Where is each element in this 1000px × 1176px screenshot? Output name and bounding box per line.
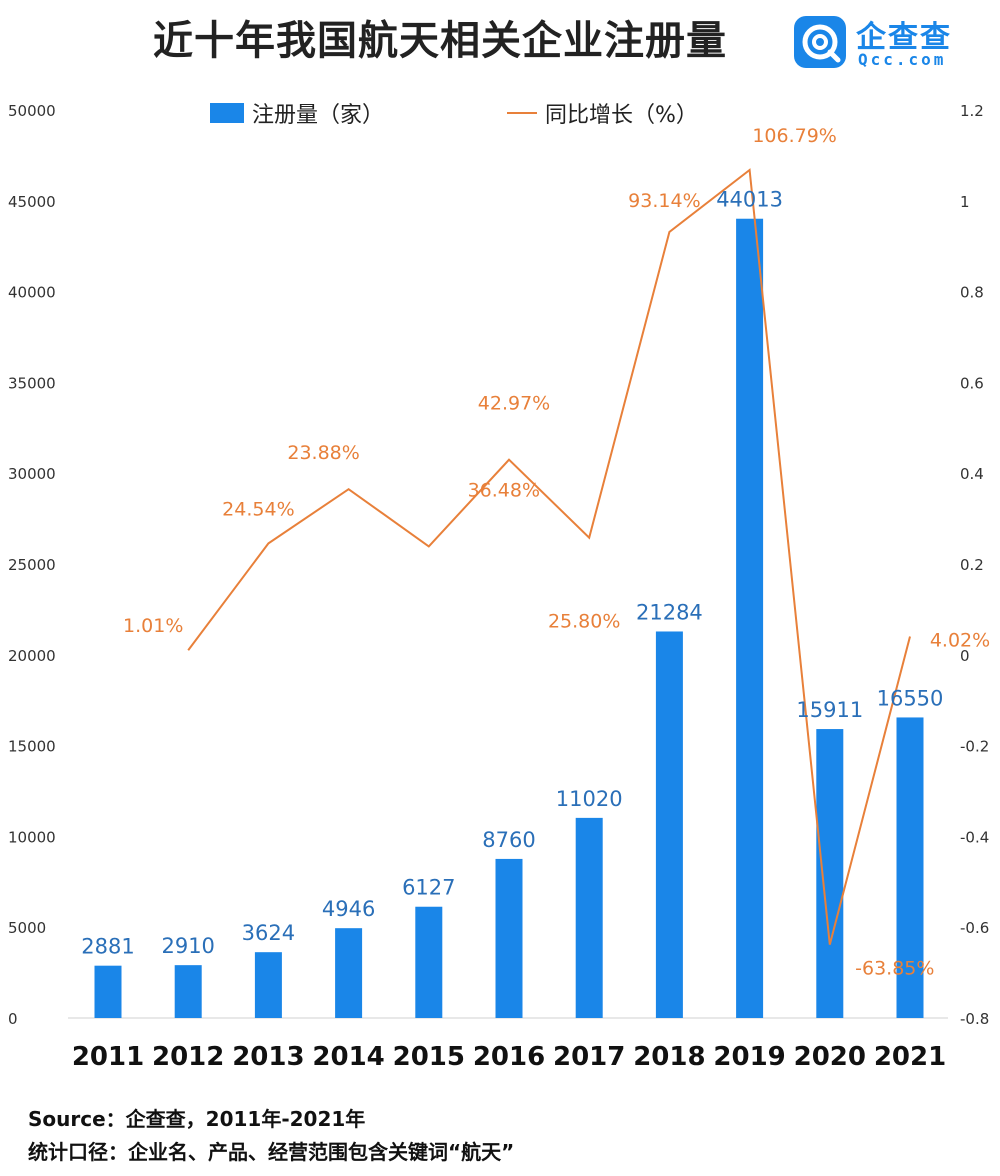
left-axis: 0 5000 10000 15000 20000 25000 30000 35000 40000… <box>8 102 56 1028</box>
x-tick-label: 2021 <box>874 1042 946 1072</box>
bar-value-label: 44013 <box>716 188 783 212</box>
growth-value-label: 23.88% <box>287 442 359 464</box>
x-tick-label: 2019 <box>713 1042 785 1072</box>
combo-chart: 注册量（家） 同比增长（%） 0 5000 10000 15000 20000 25000… <box>8 102 990 1072</box>
right-tick-label: -0.2 <box>960 738 989 756</box>
growth-value-label: -63.85% <box>855 958 934 980</box>
qcc-logo: 企查查 Qcc.com <box>794 12 994 72</box>
bar <box>495 858 523 1018</box>
left-tick-label: 20000 <box>8 647 56 665</box>
right-tick-label: -0.6 <box>960 919 989 937</box>
growth-value-label: 25.80% <box>548 611 620 633</box>
right-tick-label: 0.4 <box>960 465 984 483</box>
bar <box>254 952 282 1018</box>
growth-value-label: 1.01% <box>123 615 183 637</box>
bar-value-label: 4946 <box>322 897 375 921</box>
chart-title: 近十年我国航天相关企业注册量 <box>153 18 727 64</box>
source-note: Source：企查查，2011年-2021年 <box>28 1107 366 1131</box>
left-tick-label: 25000 <box>8 556 56 574</box>
right-tick-label: 0.6 <box>960 374 984 392</box>
left-tick-label: 5000 <box>8 919 46 937</box>
scope-note: 统计口径：企业名、产品、经营范围包含关键词“航天” <box>28 1140 515 1164</box>
x-tick-label: 2016 <box>473 1042 545 1072</box>
growth-line <box>187 168 911 945</box>
bar <box>655 631 683 1018</box>
growth-value-label: 42.97% <box>478 393 550 415</box>
bar <box>896 717 924 1018</box>
left-tick-label: 0 <box>8 1010 18 1028</box>
left-tick-label: 45000 <box>8 193 56 211</box>
x-tick-label: 2012 <box>152 1042 224 1072</box>
growth-value-label: 106.79% <box>752 125 837 147</box>
growth-value-label: 4.02% <box>930 630 990 652</box>
x-tick-label: 2017 <box>553 1042 625 1072</box>
qcc-logo-icon <box>794 16 846 68</box>
right-tick-label: 1 <box>960 193 970 211</box>
right-tick-label: 0 <box>960 647 970 665</box>
x-tick-label: 2018 <box>633 1042 705 1072</box>
bar-series <box>94 218 924 1018</box>
legend-bar-label: 注册量（家） <box>252 103 384 128</box>
bar <box>174 965 202 1018</box>
bar-value-label: 2910 <box>161 934 214 958</box>
growth-value-label: 93.14% <box>628 190 700 212</box>
left-tick-label: 40000 <box>8 284 56 302</box>
qcc-logo-name: 企查查 <box>856 20 952 55</box>
bar-value-label: 3624 <box>242 921 295 945</box>
left-tick-label: 10000 <box>8 828 56 846</box>
legend-bar-swatch <box>210 103 244 123</box>
x-tick-label: 2011 <box>72 1042 144 1072</box>
right-tick-label: -0.4 <box>960 828 989 846</box>
bar <box>816 729 844 1018</box>
left-tick-label: 30000 <box>8 465 56 483</box>
bar <box>575 817 603 1018</box>
growth-value-label: 24.54% <box>222 498 294 520</box>
bar-value-label: 21284 <box>636 600 703 624</box>
left-tick-label: 35000 <box>8 374 56 392</box>
x-tick-label: 2020 <box>794 1042 866 1072</box>
bar-value-label: 6127 <box>402 876 455 900</box>
bar-value-label: 8760 <box>482 828 535 852</box>
growth-value-label: 36.48% <box>468 479 540 501</box>
bar-value-label: 11020 <box>556 787 623 811</box>
right-tick-label: 0.2 <box>960 556 984 574</box>
bar <box>736 218 764 1018</box>
x-tick-label: 2013 <box>232 1042 304 1072</box>
right-tick-label: -0.8 <box>960 1010 989 1028</box>
x-tick-label: 2015 <box>393 1042 465 1072</box>
qcc-logo-url: Qcc.com <box>858 50 947 69</box>
legend: 注册量（家） 同比增长（%） <box>210 103 698 128</box>
x-tick-label: 2014 <box>312 1042 384 1072</box>
bar-value-label: 16550 <box>877 686 944 710</box>
x-axis: 2011 2012 2013 2014 2015 2016 2017 2018 2019 2020… <box>72 1042 946 1072</box>
growth-value-labels: 1.01% 24.54% 23.88% 36.48% 42.97% 25.80% 93.14… <box>123 125 990 980</box>
left-tick-label: 15000 <box>8 738 56 756</box>
right-tick-label: 0.8 <box>960 284 984 302</box>
bar-value-label: 2881 <box>81 935 134 959</box>
right-tick-label: 1.2 <box>960 102 984 120</box>
bar <box>335 928 363 1018</box>
right-axis: -0.8 -0.6 -0.4 -0.2 0 0.2 0.4 0.6 0.8 1 1.2 <box>960 102 989 1028</box>
bar <box>94 965 122 1018</box>
bar-value-labels: 2881 2910 3624 4946 6127 8760 11020 21284 44013 1… <box>81 188 943 959</box>
bar-value-label: 15911 <box>796 698 863 722</box>
bar <box>415 906 443 1018</box>
left-tick-label: 50000 <box>8 102 56 120</box>
legend-line-label: 同比增长（%） <box>545 103 698 128</box>
